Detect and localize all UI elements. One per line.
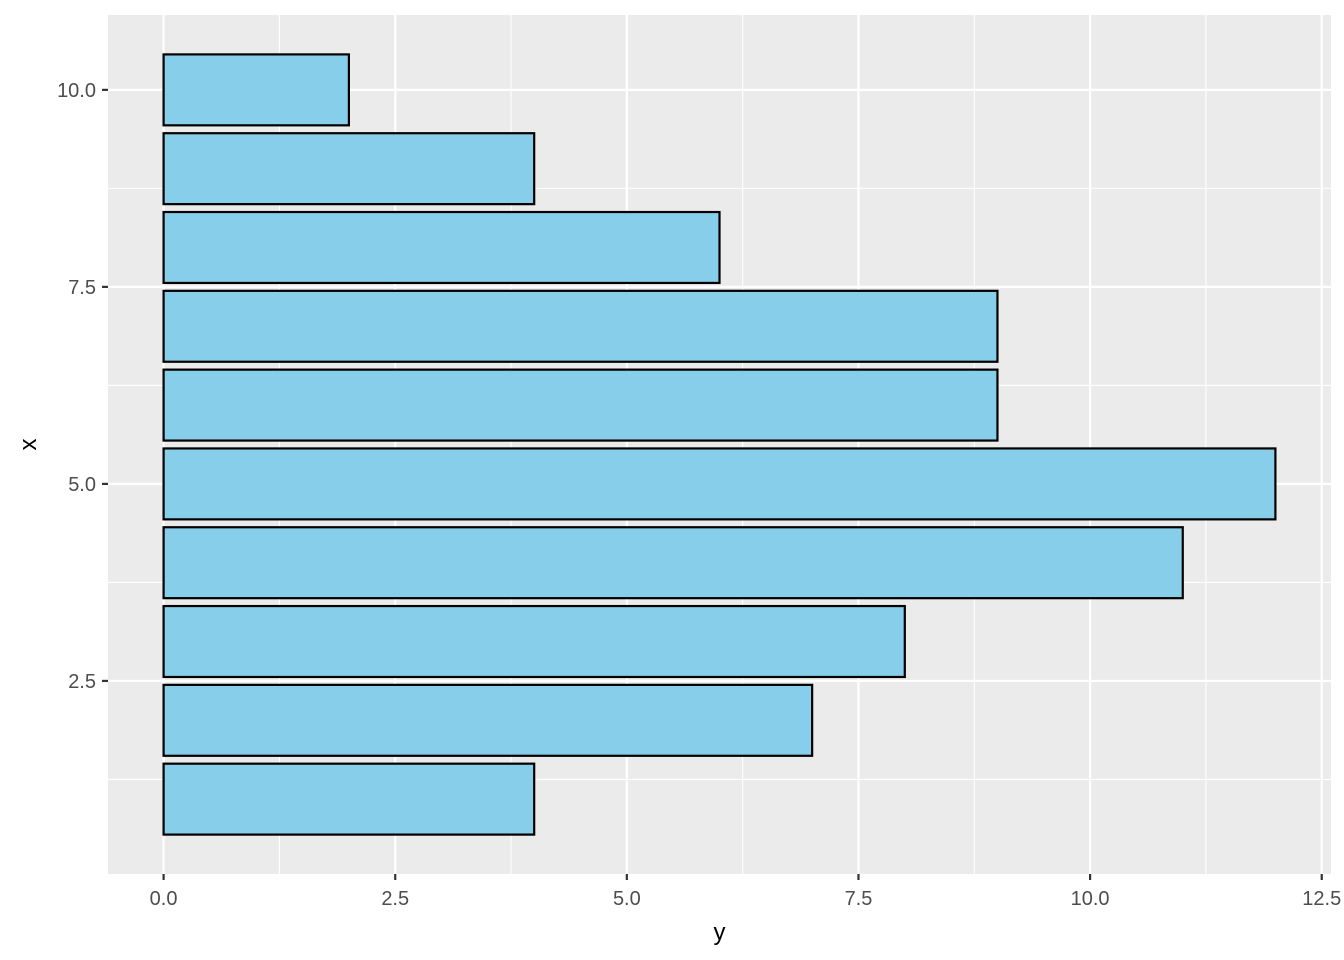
x-tick-label: 10.0	[1071, 888, 1110, 910]
y-tick-label: 10.0	[57, 80, 96, 102]
bar	[162, 289, 999, 363]
x-axis-title: y	[714, 919, 726, 946]
x-axis: 0.0 2.5 5.0 7.5 10.0 12.5	[150, 874, 1341, 910]
y-axis: 2.5 5.0 7.5 10.0	[57, 80, 108, 693]
x-tick-label: 7.5	[845, 888, 873, 910]
bar	[162, 368, 999, 442]
bar	[162, 526, 1184, 600]
x-tick-label: 0.0	[150, 888, 178, 910]
bars	[162, 53, 1277, 836]
x-tick-label: 2.5	[381, 888, 409, 910]
bar	[162, 447, 1277, 521]
bar	[162, 210, 721, 285]
bar	[162, 762, 536, 836]
y-tick-label: 7.5	[68, 277, 96, 299]
x-tick-label: 5.0	[613, 888, 641, 910]
y-axis-title: x	[15, 439, 42, 451]
bar	[162, 604, 906, 679]
bar	[162, 53, 350, 127]
x-tick-label: 12.5	[1302, 888, 1341, 910]
y-tick-label: 5.0	[68, 474, 96, 496]
bar	[162, 683, 814, 757]
bar	[162, 132, 536, 206]
y-tick-label: 2.5	[68, 671, 96, 693]
